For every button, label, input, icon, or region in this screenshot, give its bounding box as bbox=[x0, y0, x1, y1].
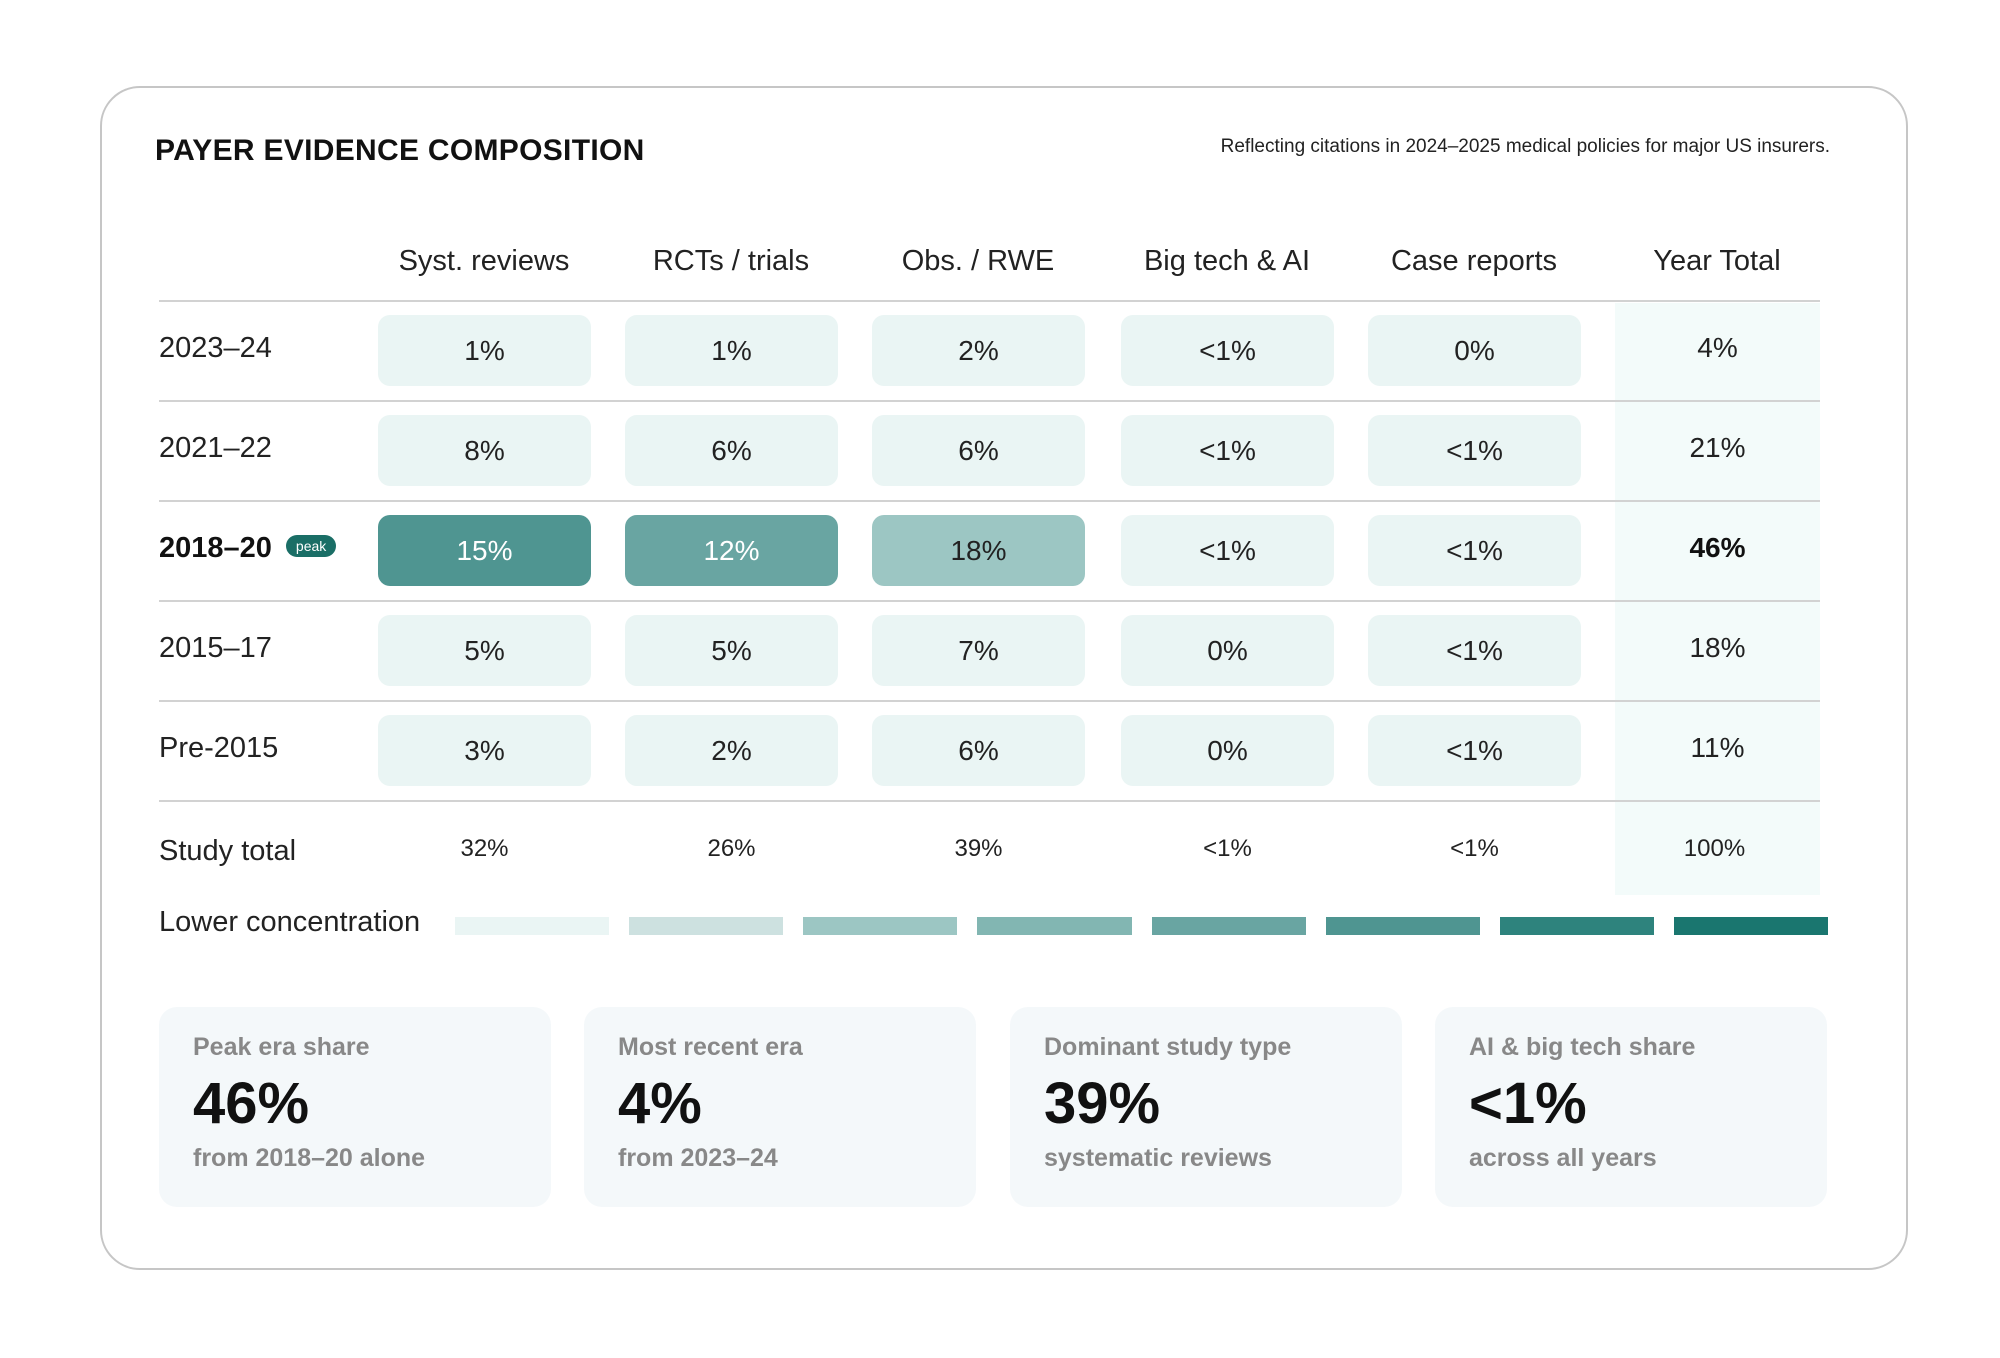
heatmap-cell: <1% bbox=[1121, 515, 1334, 586]
heatmap-cell: 3% bbox=[378, 715, 591, 786]
stat-sub: from 2023–24 bbox=[618, 1143, 778, 1172]
heatmap-cell: 0% bbox=[1121, 615, 1334, 686]
stat-label: Most recent era bbox=[618, 1033, 803, 1061]
heatmap-cell: 5% bbox=[625, 615, 838, 686]
heatmap-cell: 5% bbox=[378, 615, 591, 686]
stat-card-peak-era: Peak era share 46% from 2018–20 alone bbox=[159, 1007, 551, 1207]
heatmap-cell: 0% bbox=[1368, 315, 1581, 386]
heatmap-cell: 2% bbox=[872, 315, 1085, 386]
row-label: 2015–17 bbox=[159, 632, 272, 665]
column-header: Big tech & AI bbox=[1143, 245, 1311, 277]
row-divider bbox=[159, 600, 1820, 602]
legend-swatch bbox=[629, 917, 784, 935]
study-total-value: <1% bbox=[1450, 835, 1499, 862]
stat-value: 46% bbox=[193, 1071, 310, 1136]
heatmap-cell: 12% bbox=[625, 515, 838, 586]
heatmap-cell: <1% bbox=[1368, 615, 1581, 686]
chart-title: PAYER EVIDENCE COMPOSITION bbox=[155, 134, 645, 167]
row-label: 2021–22 bbox=[159, 432, 272, 465]
stat-value: <1% bbox=[1469, 1071, 1587, 1136]
study-total-label: Study total bbox=[159, 835, 297, 867]
legend-swatch bbox=[803, 917, 958, 935]
column-header: Syst. reviews bbox=[398, 245, 570, 277]
study-total-value: 39% bbox=[954, 835, 1003, 862]
year-total-value: 18% bbox=[1689, 632, 1746, 663]
stat-label: AI & big tech share bbox=[1469, 1033, 1696, 1061]
heatmap-cell: <1% bbox=[1368, 415, 1581, 486]
legend-swatch bbox=[1673, 917, 1828, 935]
column-header-year-total: Year Total bbox=[1653, 245, 1781, 277]
row-label-text: 2021–22 bbox=[159, 432, 272, 464]
legend-swatch bbox=[1151, 917, 1306, 935]
legend-swatch bbox=[977, 917, 1132, 935]
heatmap-cell: 1% bbox=[625, 315, 838, 386]
row-divider bbox=[159, 800, 1820, 802]
heatmap-cell: 0% bbox=[1121, 715, 1334, 786]
stat-sub: across all years bbox=[1469, 1143, 1657, 1172]
row-label: 2023–24 bbox=[159, 332, 272, 365]
row-label: Pre-2015 bbox=[159, 732, 278, 765]
heatmap-cell: 18% bbox=[872, 515, 1085, 586]
row-label-text: 2018–20 bbox=[159, 532, 272, 564]
year-total-value: 11% bbox=[1690, 732, 1745, 763]
row-divider bbox=[159, 400, 1820, 402]
study-total-value: 32% bbox=[460, 835, 509, 862]
heatmap-cell: 6% bbox=[872, 715, 1085, 786]
column-header: Case reports bbox=[1390, 245, 1557, 277]
column-header: RCTs / trials bbox=[652, 245, 810, 277]
heatmap-cell: 6% bbox=[625, 415, 838, 486]
stat-value: 39% bbox=[1044, 1071, 1161, 1136]
year-total-value: 21% bbox=[1689, 432, 1746, 463]
heatmap-cell: <1% bbox=[1368, 515, 1581, 586]
row-divider bbox=[159, 700, 1820, 702]
row-label-text: Pre-2015 bbox=[159, 732, 279, 764]
heatmap-cell: 1% bbox=[378, 315, 591, 386]
heatmap-cell: 7% bbox=[872, 615, 1085, 686]
stat-card-recent-era: Most recent era 4% from 2023–24 bbox=[584, 1007, 976, 1207]
year-total-value: 4% bbox=[1697, 332, 1738, 363]
heatmap-cell: <1% bbox=[1121, 315, 1334, 386]
column-header: Obs. / RWE bbox=[901, 245, 1055, 277]
stat-sub: from 2018–20 alone bbox=[193, 1143, 426, 1172]
legend-swatch bbox=[1325, 917, 1480, 935]
study-total-value: <1% bbox=[1203, 835, 1252, 862]
stat-sub: systematic reviews bbox=[1044, 1143, 1272, 1172]
legend-label: Lower concentration bbox=[159, 906, 421, 938]
study-total-value: 26% bbox=[707, 835, 756, 862]
chart-subtitle: Reflecting citations in 2024–2025 medica… bbox=[1220, 136, 1830, 157]
row-label-text: 2015–17 bbox=[159, 632, 272, 664]
stat-value: 4% bbox=[618, 1071, 702, 1136]
stat-card-ai-share: AI & big tech share <1% across all years bbox=[1435, 1007, 1827, 1207]
legend-swatch bbox=[455, 917, 610, 935]
row-divider bbox=[159, 300, 1820, 302]
year-total-column-bg bbox=[1615, 303, 1820, 895]
heatmap-cell: <1% bbox=[1368, 715, 1581, 786]
study-total-grand: 100% bbox=[1683, 835, 1746, 862]
heatmap-cell: 15% bbox=[378, 515, 591, 586]
heatmap-cell: 8% bbox=[378, 415, 591, 486]
year-total-value: 46% bbox=[1689, 532, 1746, 563]
row-label-text: 2023–24 bbox=[159, 332, 272, 364]
legend-swatch bbox=[1499, 917, 1654, 935]
row-divider bbox=[159, 500, 1820, 502]
peak-badge: peak bbox=[285, 535, 337, 558]
heatmap-cell: <1% bbox=[1121, 415, 1334, 486]
stat-card-dominant-type: Dominant study type 39% systematic revie… bbox=[1010, 1007, 1402, 1207]
stat-label: Peak era share bbox=[193, 1033, 370, 1061]
heatmap-cell: 2% bbox=[625, 715, 838, 786]
stat-label: Dominant study type bbox=[1044, 1033, 1292, 1061]
heatmap-cell: 6% bbox=[872, 415, 1085, 486]
row-label: 2018–20 peak bbox=[159, 532, 337, 565]
